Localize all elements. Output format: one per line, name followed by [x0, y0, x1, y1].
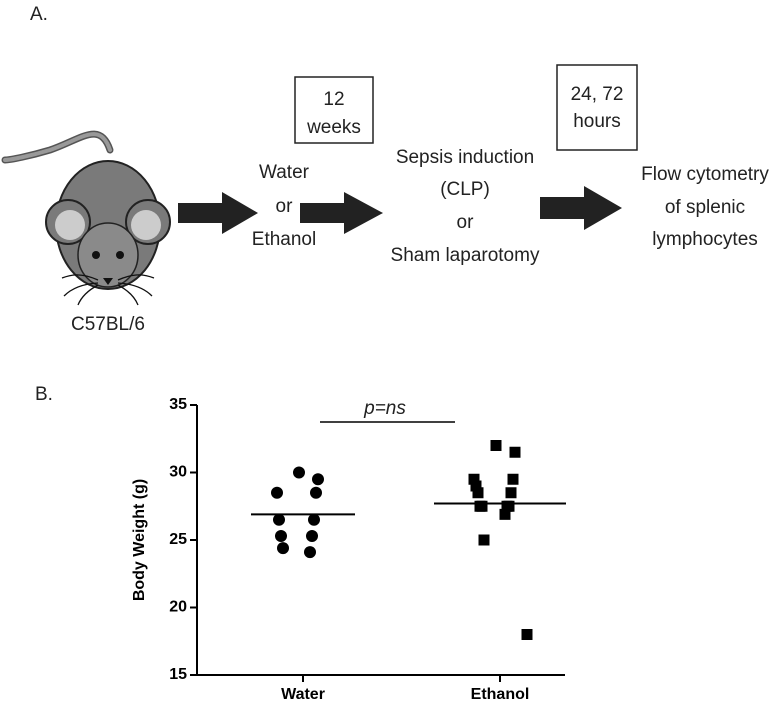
readout: Flow cytometry [641, 164, 769, 185]
annotation: p=ns [363, 398, 406, 419]
duration-box [294, 76, 374, 144]
y-tick-label: 25 [169, 531, 187, 548]
panel-label: A. [30, 4, 48, 25]
readout: lymphocytes [652, 229, 758, 250]
data-point [277, 542, 289, 555]
data-point [490, 440, 502, 451]
mouse-icon [1, 130, 171, 306]
data-point [273, 513, 285, 526]
data-point [472, 487, 484, 499]
y-axis-label: Body Weight (g) [131, 479, 148, 601]
data-point [476, 500, 488, 512]
data-point [310, 486, 322, 499]
data-point [478, 534, 490, 546]
data-point [468, 473, 480, 485]
procedure: (CLP) [440, 179, 490, 200]
arrows [178, 186, 622, 234]
data-point [271, 486, 283, 499]
data-point [507, 473, 519, 485]
data-point [293, 466, 305, 479]
y-tick-label: 20 [169, 599, 187, 616]
procedure: or [457, 212, 475, 233]
treatment: or [276, 196, 294, 217]
data-point [521, 629, 533, 640]
panel-label: B. [35, 384, 53, 405]
y-tick-label: 30 [169, 464, 187, 481]
data-point [312, 473, 324, 486]
procedure: Sepsis induction [396, 147, 534, 168]
x-tick-label: Water [281, 686, 325, 703]
x-tick-label: Ethanol [471, 686, 530, 703]
data-point [509, 446, 521, 458]
timepoint-box [556, 64, 638, 151]
timepoints: 24, 72 [571, 84, 624, 105]
data-point [275, 529, 287, 542]
data-point [505, 487, 517, 499]
procedure: Sham laparotomy [391, 245, 540, 266]
y-tick-label: 35 [169, 396, 187, 413]
data-point [308, 513, 320, 526]
treatment: Ethanol [252, 229, 316, 250]
data-point [306, 529, 318, 542]
data-point [501, 500, 513, 512]
data-point [470, 480, 482, 492]
strain: C57BL/6 [71, 314, 145, 335]
treatment: Water [259, 162, 310, 183]
data-point [304, 546, 316, 559]
y-tick-label: 15 [169, 666, 187, 683]
timepoints: hours [573, 111, 621, 132]
duration: 12 [323, 89, 344, 110]
readout: of splenic [665, 197, 745, 218]
data-point [499, 508, 511, 520]
duration: weeks [306, 117, 361, 138]
